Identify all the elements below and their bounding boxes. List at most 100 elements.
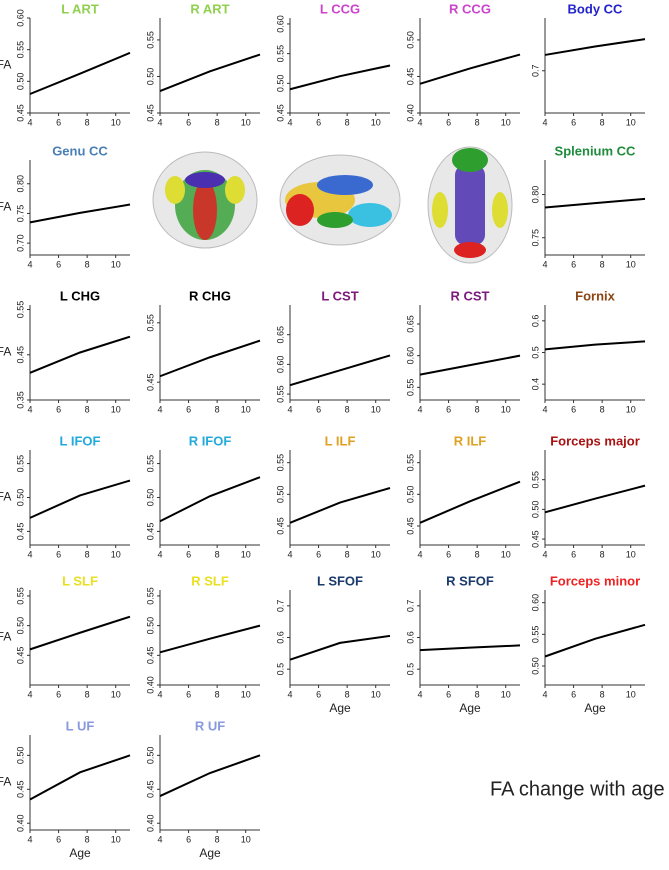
y-tick-label: 0.45 <box>15 781 25 799</box>
x-tick-label: 4 <box>27 117 32 127</box>
x-tick-label: 10 <box>501 117 511 127</box>
x-tick-label: 10 <box>241 834 251 844</box>
trend-line <box>544 197 646 209</box>
brain-rendering-top <box>427 146 513 264</box>
trend-line <box>159 754 261 797</box>
x-tick-label: 10 <box>501 404 511 414</box>
panel-title: L SLF <box>62 573 98 588</box>
panel-title: Forceps minor <box>550 573 640 588</box>
x-tick-label: 8 <box>600 689 605 699</box>
panel: R CHG 0.45 0.55 4 6 8 10 <box>145 288 261 414</box>
x-tick-label: 10 <box>111 834 121 844</box>
x-tick-label: 8 <box>345 404 350 414</box>
panel: Splenium CC 0.75 0.80 4 6 8 10 <box>530 143 646 269</box>
x-tick-label: 4 <box>157 117 162 127</box>
x-tick-label: 8 <box>85 549 90 559</box>
x-tick-label: 8 <box>85 834 90 844</box>
trend-line <box>544 623 646 658</box>
y-tick-label: 0.45 <box>15 104 25 122</box>
x-tick-label: 4 <box>542 259 547 269</box>
trend-line <box>544 340 646 351</box>
x-tick-label: 10 <box>626 549 636 559</box>
panel: Fornix 0.4 0.5 0.6 4 6 8 10 <box>530 288 646 414</box>
y-tick-label: 0.45 <box>275 517 285 535</box>
y-tick-label: 0.50 <box>15 747 25 765</box>
y-tick-label: 0.45 <box>145 781 155 799</box>
x-tick-label: 8 <box>345 549 350 559</box>
panel: Forceps minor 0.50 0.55 0.60 4 6 8 10 Age <box>530 573 646 715</box>
y-tick-label: 0.50 <box>145 68 155 86</box>
x-tick-label: 10 <box>371 404 381 414</box>
y-tick-label: 0.55 <box>15 455 25 473</box>
x-tick-label: 10 <box>241 689 251 699</box>
x-tick-label: 8 <box>475 549 480 559</box>
panel-title: Splenium CC <box>555 143 637 158</box>
panel: R ILF 0.45 0.50 0.55 4 6 8 10 <box>405 433 521 559</box>
panel-title: L UF <box>66 718 95 733</box>
y-tick-label: 0.4 <box>530 378 540 391</box>
y-tick-label: 0.5 <box>405 663 415 676</box>
panel: L CST 0.55 0.60 0.65 4 6 8 10 <box>275 288 391 414</box>
y-tick-label: 0.70 <box>15 234 25 252</box>
y-tick-label: 0.60 <box>275 15 285 33</box>
x-tick-label: 6 <box>186 689 191 699</box>
x-tick-label: 6 <box>56 259 61 269</box>
x-tick-label: 10 <box>501 549 511 559</box>
x-tick-label: 6 <box>316 549 321 559</box>
panel-title: R CHG <box>189 288 231 303</box>
x-tick-label: 4 <box>542 404 547 414</box>
panel: L ILF 0.45 0.50 0.55 4 6 8 10 <box>275 433 391 559</box>
y-tick-label: 0.6 <box>405 631 415 644</box>
trend-line <box>289 487 391 524</box>
panel-title: Forceps major <box>550 433 640 448</box>
panel: R CCG 0.40 0.45 0.50 4 6 8 10 <box>405 1 521 127</box>
panel-title: L ILF <box>325 433 356 448</box>
x-tick-label: 6 <box>571 404 576 414</box>
x-tick-label: 6 <box>56 549 61 559</box>
x-tick-label: 4 <box>417 689 422 699</box>
caption: FA change with age <box>490 778 665 800</box>
y-tick-label: 0.45 <box>15 647 25 665</box>
brain-rendering-front <box>152 151 258 249</box>
x-tick-label: 6 <box>571 259 576 269</box>
x-tick-label: 10 <box>371 689 381 699</box>
panel-title: L CCG <box>320 1 360 16</box>
y-tick-label: 0.55 <box>145 31 155 49</box>
y-tick-label: 0.55 <box>145 455 155 473</box>
x-tick-label: 4 <box>27 404 32 414</box>
panel: L SFOF 0.5 0.6 0.7 4 6 8 10 Age <box>275 573 391 715</box>
panel-title: Body CC <box>568 1 624 16</box>
trend-line <box>29 51 131 95</box>
trend-line <box>419 53 521 85</box>
x-tick-label: 8 <box>475 117 480 127</box>
x-tick-label: 6 <box>186 117 191 127</box>
x-tick-label: 10 <box>241 117 251 127</box>
x-tick-label: 8 <box>215 549 220 559</box>
x-axis-label: Age <box>584 701 606 715</box>
x-tick-label: 6 <box>446 117 451 127</box>
y-tick-label: 0.50 <box>275 75 285 93</box>
y-tick-label: 0.7 <box>530 65 540 78</box>
x-tick-label: 8 <box>85 117 90 127</box>
panel: R SFOF 0.5 0.6 0.7 4 6 8 10 Age <box>405 573 521 715</box>
x-tick-label: 8 <box>85 689 90 699</box>
x-tick-label: 6 <box>56 117 61 127</box>
x-tick-label: 6 <box>186 404 191 414</box>
y-tick-label: 0.45 <box>405 68 415 86</box>
x-tick-label: 8 <box>215 117 220 127</box>
y-tick-label: 0.55 <box>405 379 415 397</box>
y-tick-label: 0.60 <box>15 9 25 27</box>
y-axis-label: FA <box>0 345 11 359</box>
y-tick-label: 0.45 <box>15 346 25 364</box>
x-tick-label: 8 <box>600 404 605 414</box>
panel-title: R ART <box>190 1 229 16</box>
y-axis-label: FA <box>0 630 11 644</box>
panel: L IFOF 0.45 0.50 0.55 4 6 8 10 FA <box>0 433 131 559</box>
x-tick-label: 8 <box>345 689 350 699</box>
panel: L CHG 0.35 0.45 0.55 4 6 8 10 FA <box>0 288 131 414</box>
panel-title: L ART <box>61 1 99 16</box>
x-tick-label: 8 <box>215 834 220 844</box>
x-tick-label: 10 <box>501 689 511 699</box>
trend-line <box>289 634 391 661</box>
